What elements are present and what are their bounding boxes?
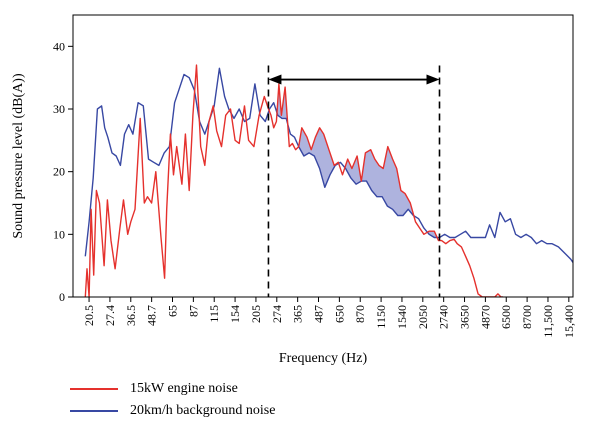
x-tick-label: 27.4 — [103, 305, 117, 326]
series-line-engine-noise — [84, 64, 504, 297]
x-axis-label: Frequency (Hz) — [279, 351, 368, 366]
legend: 15kW engine noise 20km/h background nois… — [70, 378, 275, 422]
legend-item-background: 20km/h background noise — [70, 400, 275, 422]
x-tick-label: 1540 — [395, 305, 409, 329]
x-tick-label: 365 — [291, 305, 305, 323]
x-tick-label: 205 — [249, 305, 263, 323]
range-arrow-head-left — [268, 74, 282, 85]
y-tick-label: 0 — [59, 290, 65, 304]
x-tick-label: 870 — [353, 305, 367, 323]
range-annotation — [267, 65, 441, 297]
x-axis-ticks: 20.5 27.4 36.5 48.7 65 87 115 154 205 274 365 487 65… — [82, 297, 576, 338]
legend-label-background: 20km/h background noise — [130, 403, 276, 418]
x-tick-label: 8700 — [520, 305, 534, 329]
series-layer — [84, 64, 573, 297]
x-tick-label: 274 — [270, 305, 284, 323]
y-axis-ticks: 0 10 20 30 40 — [53, 39, 73, 304]
x-tick-label: 1150 — [374, 305, 388, 329]
x-tick-label: 4870 — [478, 305, 492, 329]
x-tick-label: 48.7 — [145, 305, 159, 326]
x-tick-label: 20.5 — [82, 305, 96, 326]
range-arrow-head-right — [426, 74, 440, 85]
legend-label-engine: 15kW engine noise — [130, 381, 238, 396]
x-tick-label: 2740 — [437, 305, 451, 329]
x-tick-label: 487 — [312, 305, 326, 323]
x-tick-label: 87 — [186, 305, 200, 317]
legend-swatch-engine — [70, 388, 118, 390]
plot-frame — [72, 14, 574, 298]
shaded-region — [271, 84, 438, 238]
x-tick-label: 6500 — [499, 305, 513, 329]
series-line-background-noise — [84, 67, 573, 263]
x-tick-label: 11,500 — [541, 305, 555, 338]
shaded-difference-area — [271, 84, 438, 238]
x-tick-label: 2050 — [416, 305, 430, 329]
x-tick-label: 154 — [228, 305, 242, 323]
x-tick-label: 115 — [207, 305, 221, 323]
x-tick-label: 36.5 — [124, 305, 138, 326]
y-tick-label: 10 — [53, 227, 65, 241]
y-axis-label: Sound pressure level (dB(A)) — [11, 73, 26, 239]
y-tick-label: 40 — [53, 39, 65, 53]
x-tick-label: 3650 — [458, 305, 472, 329]
x-tick-label: 15,400 — [562, 305, 576, 338]
x-tick-label: 65 — [165, 305, 179, 317]
y-tick-label: 30 — [53, 102, 65, 116]
x-tick-label: 650 — [332, 305, 346, 323]
legend-item-engine: 15kW engine noise — [70, 378, 275, 400]
legend-swatch-background — [70, 410, 118, 412]
y-tick-label: 20 — [53, 165, 65, 179]
